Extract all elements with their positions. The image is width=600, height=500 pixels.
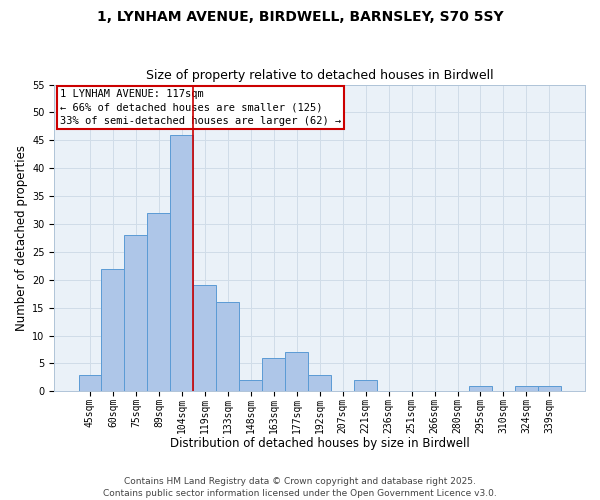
Text: 1, LYNHAM AVENUE, BIRDWELL, BARNSLEY, S70 5SY: 1, LYNHAM AVENUE, BIRDWELL, BARNSLEY, S7… (97, 10, 503, 24)
Text: 1 LYNHAM AVENUE: 117sqm
← 66% of detached houses are smaller (125)
33% of semi-d: 1 LYNHAM AVENUE: 117sqm ← 66% of detache… (59, 89, 341, 126)
Bar (469, 386, 492, 392)
Bar (217, 302, 239, 392)
Bar (193, 286, 217, 392)
Bar (170, 135, 193, 392)
Bar (285, 352, 308, 392)
Text: Contains HM Land Registry data © Crown copyright and database right 2025.
Contai: Contains HM Land Registry data © Crown c… (103, 476, 497, 498)
Bar (515, 386, 538, 392)
Title: Size of property relative to detached houses in Birdwell: Size of property relative to detached ho… (146, 69, 494, 82)
Bar (239, 380, 262, 392)
Bar (538, 386, 561, 392)
Bar (101, 268, 124, 392)
Bar (148, 213, 170, 392)
Bar (354, 380, 377, 392)
Y-axis label: Number of detached properties: Number of detached properties (15, 145, 28, 331)
Bar (262, 358, 285, 392)
Bar (79, 374, 101, 392)
Bar (124, 235, 148, 392)
X-axis label: Distribution of detached houses by size in Birdwell: Distribution of detached houses by size … (170, 437, 470, 450)
Bar (308, 374, 331, 392)
